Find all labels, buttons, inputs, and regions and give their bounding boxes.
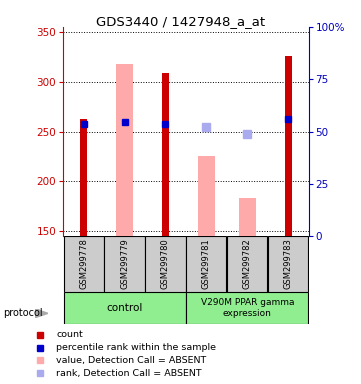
Bar — [284, 56, 292, 236]
Bar — [64, 292, 186, 324]
Text: protocol: protocol — [4, 308, 43, 318]
Text: GSM299783: GSM299783 — [284, 238, 293, 290]
Text: GSM299782: GSM299782 — [243, 238, 252, 290]
Bar — [186, 292, 308, 324]
Bar — [116, 64, 133, 236]
Text: control: control — [106, 303, 143, 313]
Bar — [268, 236, 308, 292]
Bar — [198, 156, 215, 236]
Bar — [64, 236, 104, 292]
Text: GDS3440 / 1427948_a_at: GDS3440 / 1427948_a_at — [96, 15, 265, 28]
Text: GSM299781: GSM299781 — [202, 238, 211, 290]
Polygon shape — [35, 309, 48, 318]
Bar — [239, 198, 256, 236]
Text: count: count — [56, 330, 83, 339]
Text: value, Detection Call = ABSENT: value, Detection Call = ABSENT — [56, 356, 206, 365]
Text: GSM299778: GSM299778 — [79, 238, 88, 290]
Bar — [186, 236, 226, 292]
Text: percentile rank within the sample: percentile rank within the sample — [56, 343, 216, 352]
Text: V290M PPAR gamma
expression: V290M PPAR gamma expression — [200, 298, 294, 318]
Text: GSM299779: GSM299779 — [120, 238, 129, 290]
Bar — [227, 236, 268, 292]
Bar — [162, 73, 169, 236]
Bar — [80, 119, 87, 236]
Text: GSM299780: GSM299780 — [161, 238, 170, 290]
Bar — [104, 236, 145, 292]
Text: rank, Detection Call = ABSENT: rank, Detection Call = ABSENT — [56, 369, 202, 378]
Bar — [145, 236, 186, 292]
